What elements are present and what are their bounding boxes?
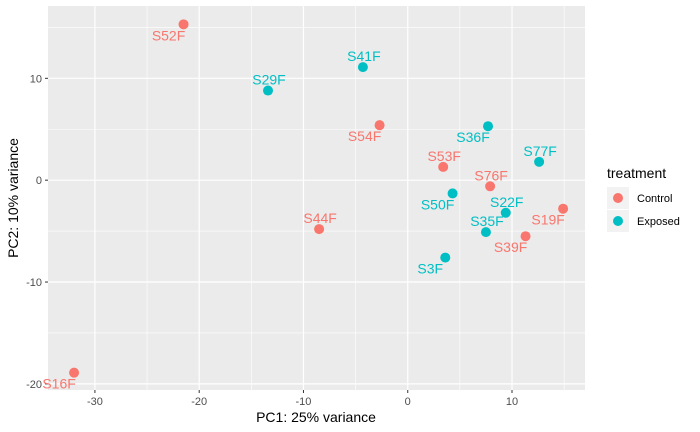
- point-label-s53f: S53F: [427, 148, 460, 164]
- legend-key-exposed: [613, 216, 623, 226]
- data-point-s50f: [447, 188, 458, 199]
- legend-label-exposed: Exposed: [637, 216, 680, 228]
- data-point-s35f: [480, 227, 491, 238]
- y-tick-label: -20: [26, 379, 42, 391]
- point-label-s39f: S39F: [494, 239, 527, 255]
- x-tick-label: 0: [405, 396, 411, 408]
- data-point-s54f: [374, 120, 385, 131]
- legend-label-control: Control: [637, 193, 672, 205]
- point-label-s77f: S77F: [523, 143, 556, 159]
- y-tick-label: 10: [30, 73, 42, 85]
- x-axis-title: PC1: 25% variance: [256, 409, 376, 425]
- data-point-s36f: [483, 121, 494, 132]
- legend: treatment Control Exposed: [607, 165, 680, 232]
- x-tick-label: -20: [191, 396, 207, 408]
- data-point-s77f: [534, 156, 545, 167]
- data-point-s39f: [520, 231, 531, 242]
- data-points: [69, 19, 569, 378]
- data-point-s76f: [485, 181, 496, 192]
- data-point-s29f: [263, 85, 274, 96]
- y-tick-label: 0: [36, 175, 42, 187]
- data-point-s16f: [69, 367, 80, 378]
- x-axis-ticks: -30 -20 -10 0 10: [87, 390, 518, 408]
- point-labels: S52F S41F S29F S54F S36F S77F S53F S76F S50F S22F…: [42, 27, 565, 391]
- point-label-s35f: S35F: [470, 213, 503, 229]
- data-point-s53f: [438, 161, 449, 172]
- y-axis-ticks: -20 -10 0 10: [26, 73, 48, 391]
- point-label-s3f: S3F: [417, 261, 443, 277]
- data-point-s44f: [314, 224, 325, 235]
- data-point-s22f: [500, 207, 511, 218]
- grid-major: [48, 6, 585, 390]
- point-label-s29f: S29F: [252, 72, 285, 88]
- grid-minor: [48, 6, 585, 390]
- point-label-s41f: S41F: [347, 48, 380, 64]
- data-point-s3f: [440, 252, 451, 263]
- x-tick-label: -30: [87, 396, 103, 408]
- data-point-s52f: [178, 19, 189, 30]
- point-label-s76f: S76F: [474, 167, 507, 183]
- y-tick-label: -10: [26, 277, 42, 289]
- point-label-s54f: S54F: [348, 128, 381, 144]
- point-label-s19f: S19F: [531, 212, 564, 228]
- point-label-s52f: S52F: [152, 27, 185, 43]
- legend-key-control: [613, 193, 623, 203]
- point-label-s16f: S16F: [42, 376, 75, 392]
- point-label-s36f: S36F: [456, 129, 489, 145]
- legend-title: treatment: [607, 165, 666, 181]
- plot-panel: [48, 6, 585, 390]
- point-label-s44f: S44F: [303, 210, 336, 226]
- point-label-s50f: S50F: [421, 196, 454, 212]
- x-tick-label: 10: [506, 396, 518, 408]
- y-axis-title: PC2: 10% variance: [5, 138, 21, 258]
- data-point-s41f: [357, 62, 368, 73]
- point-label-s22f: S22F: [490, 194, 523, 210]
- data-point-s19f: [558, 203, 569, 214]
- x-tick-label: -10: [296, 396, 312, 408]
